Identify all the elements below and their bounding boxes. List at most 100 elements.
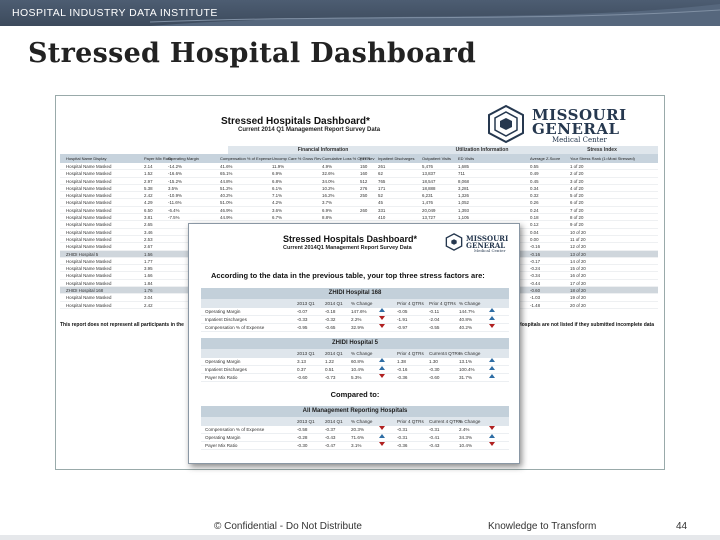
popup-subtitle: Current 2014Q1 Management Report Survey … xyxy=(283,245,412,251)
row-value: -0.07 xyxy=(297,309,308,314)
table-cell: 261 xyxy=(378,164,386,169)
row-value: -0.37 xyxy=(325,427,336,432)
row-value: -0.55 xyxy=(429,325,440,330)
table-cell: Hospital Name Masked xyxy=(66,207,112,213)
table-cell: 12 of 20 xyxy=(570,244,586,250)
page-number: 44 xyxy=(676,521,688,532)
table-cell: -0.60 xyxy=(530,288,541,294)
table-cell: 3.5% xyxy=(168,185,179,191)
column-header: ED Visits xyxy=(458,156,475,161)
section-column-header: 2013 Q1 xyxy=(297,301,315,306)
row-label: Payer Mix Ratio xyxy=(205,375,238,380)
trend-down-icon xyxy=(489,426,495,430)
table-cell: 0.04 xyxy=(530,229,539,235)
table-cell: 17 of 20 xyxy=(570,280,586,286)
row-value: 3.13 xyxy=(297,359,306,364)
header-org-name: HOSPITAL INDUSTRY DATA INSTITUTE xyxy=(12,7,218,19)
row-value: -1.91 xyxy=(397,317,408,322)
table-cell: -11.6% xyxy=(168,200,182,206)
table-cell: 276 xyxy=(360,185,368,191)
slide-title: Stressed Hospital Dashboard xyxy=(28,38,477,69)
table-cell: 2.53 xyxy=(144,236,153,242)
trend-down-icon xyxy=(379,426,385,430)
section-column-header: Current4 QTRs xyxy=(429,351,461,356)
table-cell: 19 of 20 xyxy=(570,295,586,301)
column-header: Payer Mix Ratio xyxy=(144,156,173,161)
row-label: Compensation % of Expense xyxy=(205,427,265,432)
table-cell: Hospital Name Masked xyxy=(66,164,112,169)
section-row: Operating Margin -0.07 -0.18 147.6% -0.05 -0.… xyxy=(201,308,509,316)
trend-down-icon xyxy=(489,324,495,328)
footnote-left: This report does not represent all parti… xyxy=(60,322,184,328)
table-cell: 3.95 xyxy=(144,266,153,272)
table-cell: 2.14 xyxy=(144,164,153,169)
table-cell: 1,476 xyxy=(422,200,433,206)
section-row: Payer Mix Ratio -0.60 -0.73 5.3% -0.36 -0.60 3… xyxy=(201,374,509,382)
column-header: Cumulative Loss % Oper Rev xyxy=(322,156,375,161)
row-value: -0.43 xyxy=(429,443,440,448)
row-value: 31.7% xyxy=(459,375,473,380)
section-row: Payer Mix Ratio -0.30 -0.47 3.1% -0.36 -0.43 1… xyxy=(201,442,509,450)
table-row: Hospital Name Masked 2.14 -14.2% 41.6% 11.9%… xyxy=(60,163,658,171)
trend-up-icon xyxy=(489,366,495,370)
section-column-header: 2014 Q1 xyxy=(325,351,343,356)
table-cell: 6.50 xyxy=(144,207,153,213)
table-cell: 3.6% xyxy=(272,207,283,213)
table-cell: 1.52 xyxy=(144,171,153,177)
hospital-logo-icon xyxy=(488,104,524,144)
table-cell: 52 xyxy=(378,193,383,199)
trend-up-icon xyxy=(379,308,385,312)
logo-line-2: GENERAL xyxy=(532,120,620,138)
section-column-header: % Change xyxy=(459,419,481,424)
table-cell: Hospital Name Masked xyxy=(66,295,112,301)
section-title: ZHIDI Hospital 5 xyxy=(201,338,509,349)
row-value: -0.47 xyxy=(325,443,336,448)
table-cell: Hospital Name Masked xyxy=(66,171,112,177)
table-cell: -1.03 xyxy=(530,295,541,301)
section-column-header: % Change xyxy=(459,351,481,356)
header-band: HOSPITAL INDUSTRY DATA INSTITUTE xyxy=(0,0,720,26)
trend-up-icon xyxy=(489,358,495,362)
table-cell: 20,049 xyxy=(422,207,436,213)
row-value: -0.36 xyxy=(397,443,408,448)
row-value: -0.58 xyxy=(297,427,308,432)
table-cell: 331 xyxy=(378,207,386,213)
table-cell: 1 of 20 xyxy=(570,164,584,169)
row-value: -0.32 xyxy=(325,317,336,322)
table-cell: 1.76 xyxy=(144,288,153,294)
table-cell: 11.9% xyxy=(272,164,285,169)
table-cell: 4.2% xyxy=(272,200,283,206)
popup-intro: According to the data in the previous ta… xyxy=(211,271,485,280)
row-value: -0.36 xyxy=(397,375,408,380)
table-cell: Hospital Name Masked xyxy=(66,302,112,308)
row-value: 0.51 xyxy=(325,367,334,372)
row-value: 144.7% xyxy=(459,309,475,314)
row-value: -0.28 xyxy=(297,435,308,440)
table-cell: 1.56 xyxy=(144,251,153,257)
table-cell: 16.2% xyxy=(322,193,335,199)
column-header: FTE's xyxy=(360,156,371,161)
table-cell: 4.9% xyxy=(322,164,333,169)
table-cell: 13,837 xyxy=(422,171,436,177)
table-cell: 8,068 xyxy=(458,178,469,184)
table-cell: 14 of 20 xyxy=(570,258,586,264)
footer-confidential: © Confidential - Do Not Distribute xyxy=(214,521,362,532)
table-cell: 8.8% xyxy=(322,215,333,221)
column-header: Hospital Name Display xyxy=(66,156,107,161)
table-cell: 711 xyxy=(458,171,465,177)
table-cell: 5,476 xyxy=(422,164,433,169)
table-cell: 0.32 xyxy=(530,193,539,199)
logo-line-1: MISSOURI xyxy=(532,106,627,124)
row-value: 100.4% xyxy=(459,367,475,372)
table-cell: 0.55 xyxy=(530,164,539,169)
table-cell: Hospital Name Masked xyxy=(66,193,112,199)
table-cell: 18 of 20 xyxy=(570,288,586,294)
comparison-section: ZHIDI Hospital 5 2013 Q1 2014 Q1 % Change Pr… xyxy=(201,338,509,382)
table-cell: Hospital Name Masked xyxy=(66,280,112,286)
report-subtitle: Current 2014 Q1 Management Report Survey… xyxy=(238,127,381,133)
table-cell: 410 xyxy=(378,215,386,221)
table-cell: 0.24 xyxy=(530,207,539,213)
trend-up-icon xyxy=(379,434,385,438)
comparison-section: ZHIDI Hospital 168 2013 Q1 2014 Q1 % Change… xyxy=(201,288,509,332)
table-cell: 4.29 xyxy=(144,200,153,206)
